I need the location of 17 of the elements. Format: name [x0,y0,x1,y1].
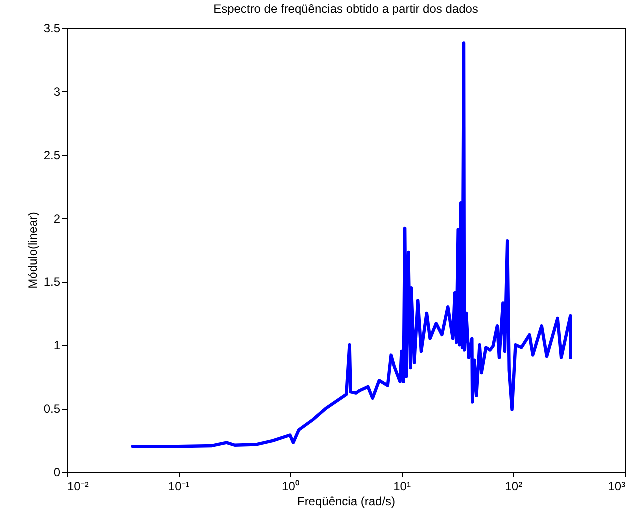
y-tick-label: 0 [54,466,61,480]
x-tick-label: 10² [505,480,523,494]
x-tick-label: 10¹ [394,480,411,494]
x-tick-label: 10⁰ [282,480,300,494]
x-tick-label: 10⁻¹ [168,480,190,494]
y-tick-label: 3 [54,84,61,99]
y-tick-label: 2 [54,212,61,226]
y-axis-title: Módulo(linear) [26,212,40,289]
x-tick-label: 10³ [608,480,626,494]
y-tick-label: 1.5 [44,275,61,290]
y-tick-label: 1 [54,338,61,353]
chart-title: Espectro de freqüências obtido a partir dos dados [214,2,478,16]
y-tick-label: 0.5 [44,402,61,416]
x-tick-label: 10⁻² [68,480,89,494]
y-tick-label: 3.5 [44,22,61,36]
y-tick-label: 2.5 [44,148,61,162]
x-axis-title: Freqüência (rad/s) [297,494,396,508]
